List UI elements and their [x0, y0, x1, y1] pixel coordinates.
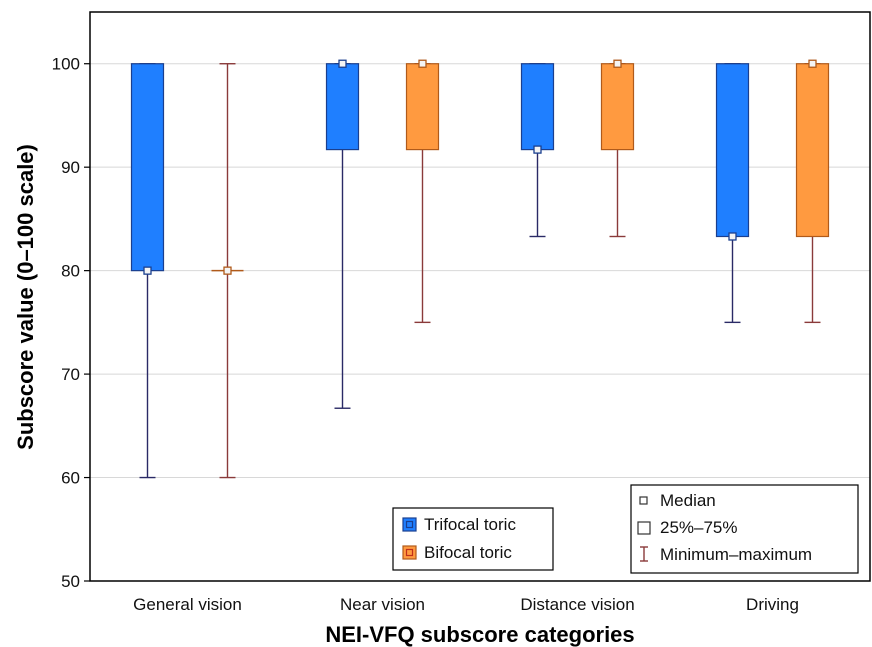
- iqr-box: [130, 63, 165, 272]
- legend-label-range: Minimum–maximum: [660, 545, 812, 564]
- legend-swatch-trifocal: [402, 517, 417, 532]
- y-tick-label: 80: [61, 262, 80, 281]
- y-tick-label: 90: [61, 158, 80, 177]
- median-marker: [418, 59, 427, 68]
- legend-swatch-trifocal-inner: [405, 520, 414, 529]
- legend-label-iqr: 25%–75%: [660, 518, 738, 537]
- x-axis-title: NEI-VFQ subscore categories: [325, 622, 634, 647]
- legend-range-marker: [640, 546, 648, 562]
- legend-key: Median 25%–75% Minimum–maximum: [630, 484, 859, 574]
- iqr-box: [520, 63, 555, 151]
- median-marker: [143, 266, 152, 275]
- iqr-box: [325, 63, 360, 151]
- box-0-1: [325, 59, 360, 409]
- y-axis: 50 60 70 80 90 100: [52, 55, 90, 591]
- median-marker: [808, 59, 817, 68]
- median-marker: [533, 145, 542, 154]
- x-tick-label: Driving: [746, 595, 799, 614]
- box-1-3: [795, 59, 830, 324]
- median-marker: [338, 59, 347, 68]
- y-tick-label: 60: [61, 469, 80, 488]
- legend-label-bifocal: Bifocal toric: [424, 543, 512, 562]
- y-tick-label: 50: [61, 572, 80, 591]
- x-tick-label: General vision: [133, 595, 242, 614]
- legend-label-median: Median: [660, 491, 716, 510]
- x-tick-label: Distance vision: [520, 595, 634, 614]
- box-1-0: [211, 63, 244, 479]
- box-0-2: [520, 63, 555, 238]
- x-axis: General vision Near vision Distance vision…: [133, 595, 799, 614]
- median-marker: [613, 59, 622, 68]
- x-tick-label: Near vision: [340, 595, 425, 614]
- box-series: [130, 59, 830, 479]
- box-1-1: [405, 59, 440, 324]
- median-marker: [223, 266, 232, 275]
- legend-swatch-bifocal-inner: [405, 548, 414, 557]
- legend-series-frame: [392, 507, 554, 571]
- legend-label-trifocal: Trifocal toric: [424, 515, 516, 534]
- legend-median-marker: [639, 496, 648, 505]
- legend-key-frame: [630, 484, 859, 574]
- box-0-0: [130, 63, 165, 479]
- box-1-2: [600, 59, 635, 238]
- iqr-box: [715, 63, 750, 238]
- y-tick-label: 70: [61, 365, 80, 384]
- plot-frame: [89, 11, 871, 582]
- legend-series: Trifocal toric Bifocal toric: [392, 507, 554, 571]
- legend-swatch-bifocal: [402, 545, 417, 560]
- iqr-box: [405, 63, 440, 151]
- median-marker: [728, 232, 737, 241]
- y-tick-label: 100: [52, 55, 80, 74]
- y-axis-title: Subscore value (0–100 scale): [13, 144, 38, 450]
- legend-iqr-marker: [637, 521, 651, 535]
- gridlines: [90, 63, 870, 479]
- iqr-box: [600, 63, 635, 151]
- box-0-3: [715, 63, 750, 324]
- iqr-box: [795, 63, 830, 238]
